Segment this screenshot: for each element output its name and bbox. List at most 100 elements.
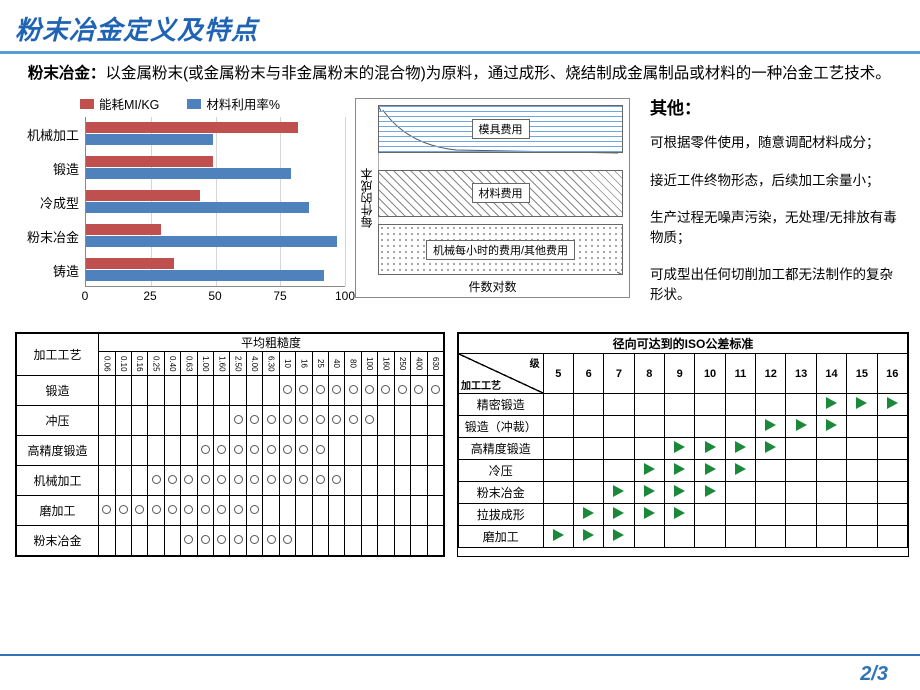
table-cell: [361, 406, 377, 436]
table-cell: [329, 376, 345, 406]
table-cell: [329, 406, 345, 436]
table-row-label: 机械加工: [17, 466, 99, 496]
table-cell: [115, 466, 131, 496]
table-cell: [230, 376, 246, 406]
bar-util: [86, 134, 213, 145]
table-cell: [604, 504, 634, 526]
table-cell: [148, 436, 164, 466]
table-cell: [378, 376, 394, 406]
table-cell: [329, 526, 345, 556]
table-cell: [181, 406, 197, 436]
table-cell: [181, 376, 197, 406]
table-cell: [411, 406, 427, 436]
table-row-label: 磨加工: [17, 496, 99, 526]
table-cell: [634, 438, 664, 460]
table-cell: [427, 376, 443, 406]
table-cell: [756, 460, 786, 482]
table-cell: [604, 526, 634, 548]
cost-band-label: 模具费用: [472, 119, 530, 139]
cost-band: 机械每小时的费用/其他费用: [378, 224, 623, 275]
intro-text: 粉末冶金：以金属粉末(或金属粉末与非金属粉末的混合物)为原料，通过成形、烧结制成…: [0, 62, 920, 94]
title-underline: [0, 51, 920, 54]
table-cell: [131, 466, 147, 496]
table-cell: [756, 394, 786, 416]
bar-util: [86, 236, 337, 247]
table-cell: [665, 460, 695, 482]
table-cell: [99, 526, 115, 556]
table-cell: [573, 526, 603, 548]
table-cell: [394, 496, 410, 526]
table-cell: [665, 438, 695, 460]
table-cell: [361, 496, 377, 526]
table-cell: [263, 376, 279, 406]
table-cell: [816, 526, 846, 548]
iso-tolerance-table: 径向可达到的ISO公差标准级加工工艺5678910111213141516精密锻…: [457, 332, 909, 557]
table-cell: [230, 526, 246, 556]
table-cell: [197, 496, 213, 526]
table-cell: [312, 376, 328, 406]
table-row-label: 拉拔成形: [459, 504, 544, 526]
table-cell: [394, 466, 410, 496]
table-cell: [847, 504, 877, 526]
table-cell: [115, 376, 131, 406]
cost-xlabel: 件数对数: [468, 278, 516, 295]
other-point: 生产过程无噪声污染，无处理/无排放有毒物质；: [650, 208, 905, 247]
bar-chart-xaxis: 0255075100: [85, 287, 345, 303]
table-row-label: 粉末冶金: [459, 482, 544, 504]
table-cell: [756, 482, 786, 504]
table-cell: [131, 526, 147, 556]
table-row-label: 磨加工: [459, 526, 544, 548]
table-cell: [148, 496, 164, 526]
table-cell: [279, 466, 295, 496]
table-cell: [543, 460, 573, 482]
table-cell: [573, 416, 603, 438]
table-cell: [115, 526, 131, 556]
table-cell: [378, 496, 394, 526]
bar-chart-plot: [85, 117, 345, 287]
table-cell: [411, 496, 427, 526]
table-cell: [665, 504, 695, 526]
table-cell: [148, 376, 164, 406]
table-cell: [131, 436, 147, 466]
table-cell: [877, 482, 907, 504]
table-cell: [786, 460, 816, 482]
table-cell: [296, 526, 312, 556]
table-cell: [246, 406, 262, 436]
table-cell: [877, 504, 907, 526]
table-cell: [378, 406, 394, 436]
other-point: 可根据零件使用，随意调配材料成分；: [650, 133, 905, 153]
table-cell: [725, 482, 755, 504]
bar-category-label: 铸造: [15, 261, 79, 280]
table-cell: [214, 466, 230, 496]
table-cell: [604, 482, 634, 504]
bar-energy: [86, 190, 200, 201]
table-cell: [847, 526, 877, 548]
table-cell: [246, 466, 262, 496]
table-cell: [847, 460, 877, 482]
table-cell: [725, 394, 755, 416]
table-cell: [361, 466, 377, 496]
table-cell: [263, 436, 279, 466]
cost-ylabel: 每件的成本: [358, 168, 375, 228]
table-cell: [573, 394, 603, 416]
table-cell: [543, 416, 573, 438]
table-cell: [312, 406, 328, 436]
table-row-label: 锻造: [17, 376, 99, 406]
table-cell: [394, 436, 410, 466]
table-cell: [411, 466, 427, 496]
table-cell: [164, 376, 180, 406]
table-cell: [816, 482, 846, 504]
table-cell: [246, 436, 262, 466]
table-cell: [246, 376, 262, 406]
bar-energy: [86, 258, 174, 269]
bar-energy: [86, 224, 161, 235]
table-cell: [543, 394, 573, 416]
table-cell: [345, 526, 361, 556]
table-cell: [296, 436, 312, 466]
table-cell: [394, 376, 410, 406]
bar-xtick: 100: [335, 289, 355, 303]
table-cell: [877, 416, 907, 438]
table-cell: [543, 482, 573, 504]
table-cell: [115, 496, 131, 526]
table-cell: [329, 496, 345, 526]
